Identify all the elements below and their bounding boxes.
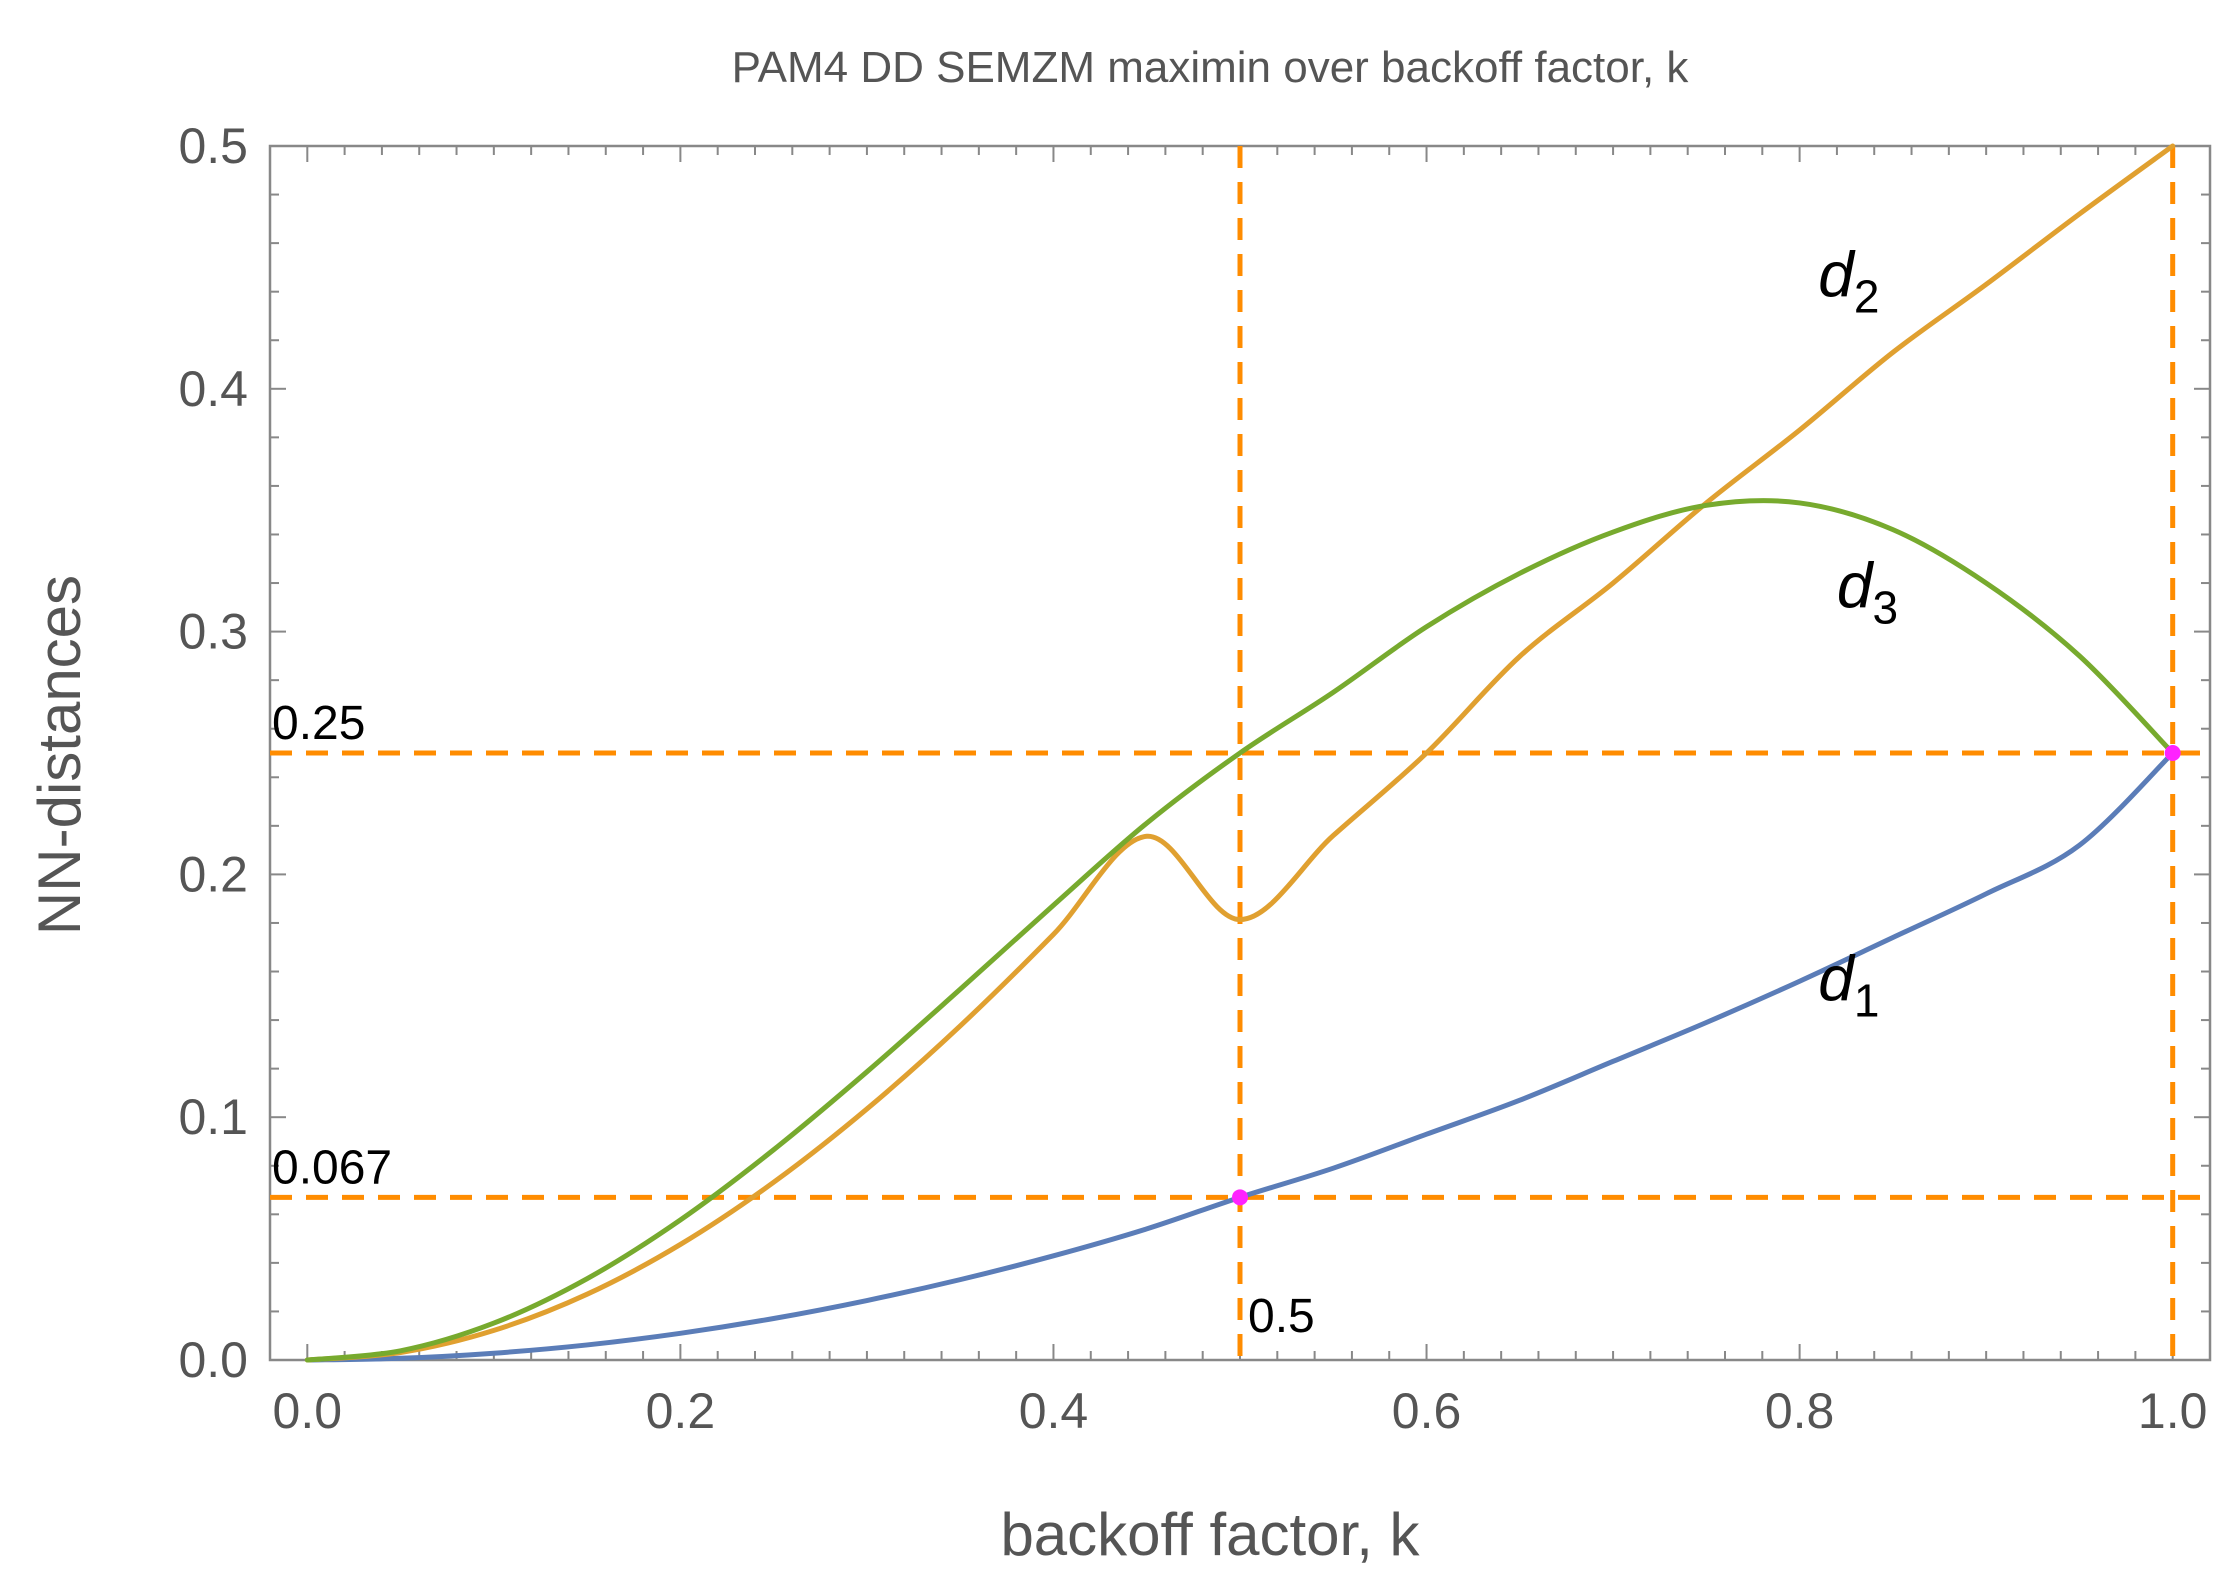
x-tick-label: 0.8 — [1765, 1383, 1835, 1439]
reference-line-label: 0.25 — [272, 697, 365, 750]
series-label-main: d — [1818, 943, 1856, 1015]
x-tick-label: 0.0 — [273, 1383, 343, 1439]
x-axis-label: backoff factor, k — [1000, 1501, 1420, 1568]
series-label-subscript: 1 — [1854, 975, 1880, 1027]
highlight-point — [2164, 745, 2181, 761]
highlight-point — [1232, 1189, 1248, 1206]
series-label-main: d — [1818, 239, 1856, 311]
series-label-subscript: 3 — [1873, 581, 1899, 633]
reference-lines — [270, 146, 2210, 1360]
x-tick-label: 0.2 — [646, 1383, 716, 1439]
series-lines — [304, 143, 2176, 1363]
y-tick-label: 0.5 — [178, 118, 248, 174]
series-label-main: d — [1837, 549, 1875, 621]
y-tick-label: 0.3 — [178, 604, 248, 660]
y-tick-label: 0.4 — [178, 361, 248, 417]
axis-tick-labels: 0.0 0.2 0.4 0.6 0.8 1.0 0.0 0.1 0.2 0.3 0.4 0.5 — [178, 118, 2207, 1439]
x-tick-label: 0.4 — [1019, 1383, 1089, 1439]
y-tick-label: 0.1 — [178, 1089, 248, 1145]
chart-title: PAM4 DD SEMZM maximin over backoff facto… — [732, 43, 1690, 92]
series-line-d1 — [304, 750, 2176, 1363]
series-label-d2: d2 — [1818, 239, 1879, 323]
series-label-d1: d1 — [1818, 943, 1879, 1027]
y-axis-label: NN-distances — [26, 575, 93, 935]
x-tick-label: 1.0 — [2138, 1383, 2208, 1439]
series-label-subscript: 2 — [1854, 271, 1880, 323]
highlight-points — [1232, 745, 2181, 1206]
y-tick-label: 0.0 — [178, 1332, 248, 1388]
series-line-d2 — [304, 143, 2176, 1363]
y-tick-label: 0.2 — [178, 846, 248, 902]
x-tick-label: 0.6 — [1392, 1383, 1462, 1439]
reference-line-label: 0.5 — [1248, 1290, 1315, 1343]
reference-line-label: 0.067 — [272, 1141, 392, 1194]
series-label-d3: d3 — [1837, 549, 1898, 633]
series-line-d3 — [304, 498, 2176, 1363]
annotations: 0.25 0.067 0.5 — [272, 697, 1315, 1343]
